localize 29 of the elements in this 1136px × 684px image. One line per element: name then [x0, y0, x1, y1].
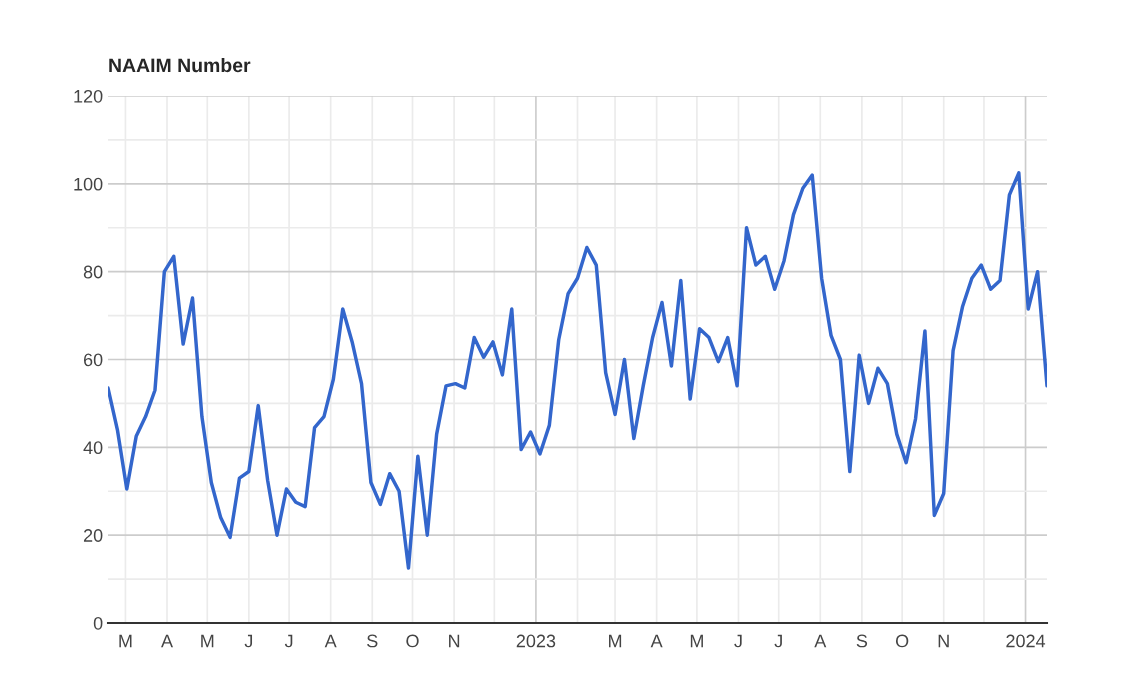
x-tick-label: N [449, 634, 460, 648]
x-tick-label: N [938, 634, 949, 648]
y-tick-label: 60 [83, 353, 103, 367]
y-tick-label: 20 [83, 529, 103, 542]
y-tick-label: 120 [74, 89, 103, 103]
line-series [108, 171, 1047, 570]
x-tick-label: 2024 [1006, 634, 1046, 648]
chart-title: NAAIM Number [109, 57, 251, 73]
x-tick-label: J [734, 634, 742, 648]
x-tick-label: 2023 [516, 634, 556, 648]
x-tick-label: J [774, 634, 782, 648]
x-tick-label: M [119, 634, 132, 648]
x-tick-label: A [161, 634, 174, 648]
x-tick-label: S [856, 634, 868, 648]
x-tick-label: O [406, 634, 419, 648]
x-tick-label: A [324, 634, 337, 648]
y-tick-label: 40 [83, 441, 103, 455]
x-tick-label: M [690, 634, 703, 648]
x-tick-label: A [814, 634, 827, 648]
x-tick-label: O [895, 634, 909, 648]
x-tick-label: J [284, 634, 293, 648]
x-tick-label: M [201, 634, 214, 648]
y-tick-label: 80 [83, 265, 103, 279]
y-tick-label: 100 [74, 177, 103, 191]
x-tick-label: A [650, 634, 663, 648]
x-tick-label: S [367, 634, 378, 648]
x-tick-label: M [609, 634, 622, 648]
x-tick-label: J [244, 634, 253, 648]
y-tick-label: 0 [93, 616, 103, 630]
